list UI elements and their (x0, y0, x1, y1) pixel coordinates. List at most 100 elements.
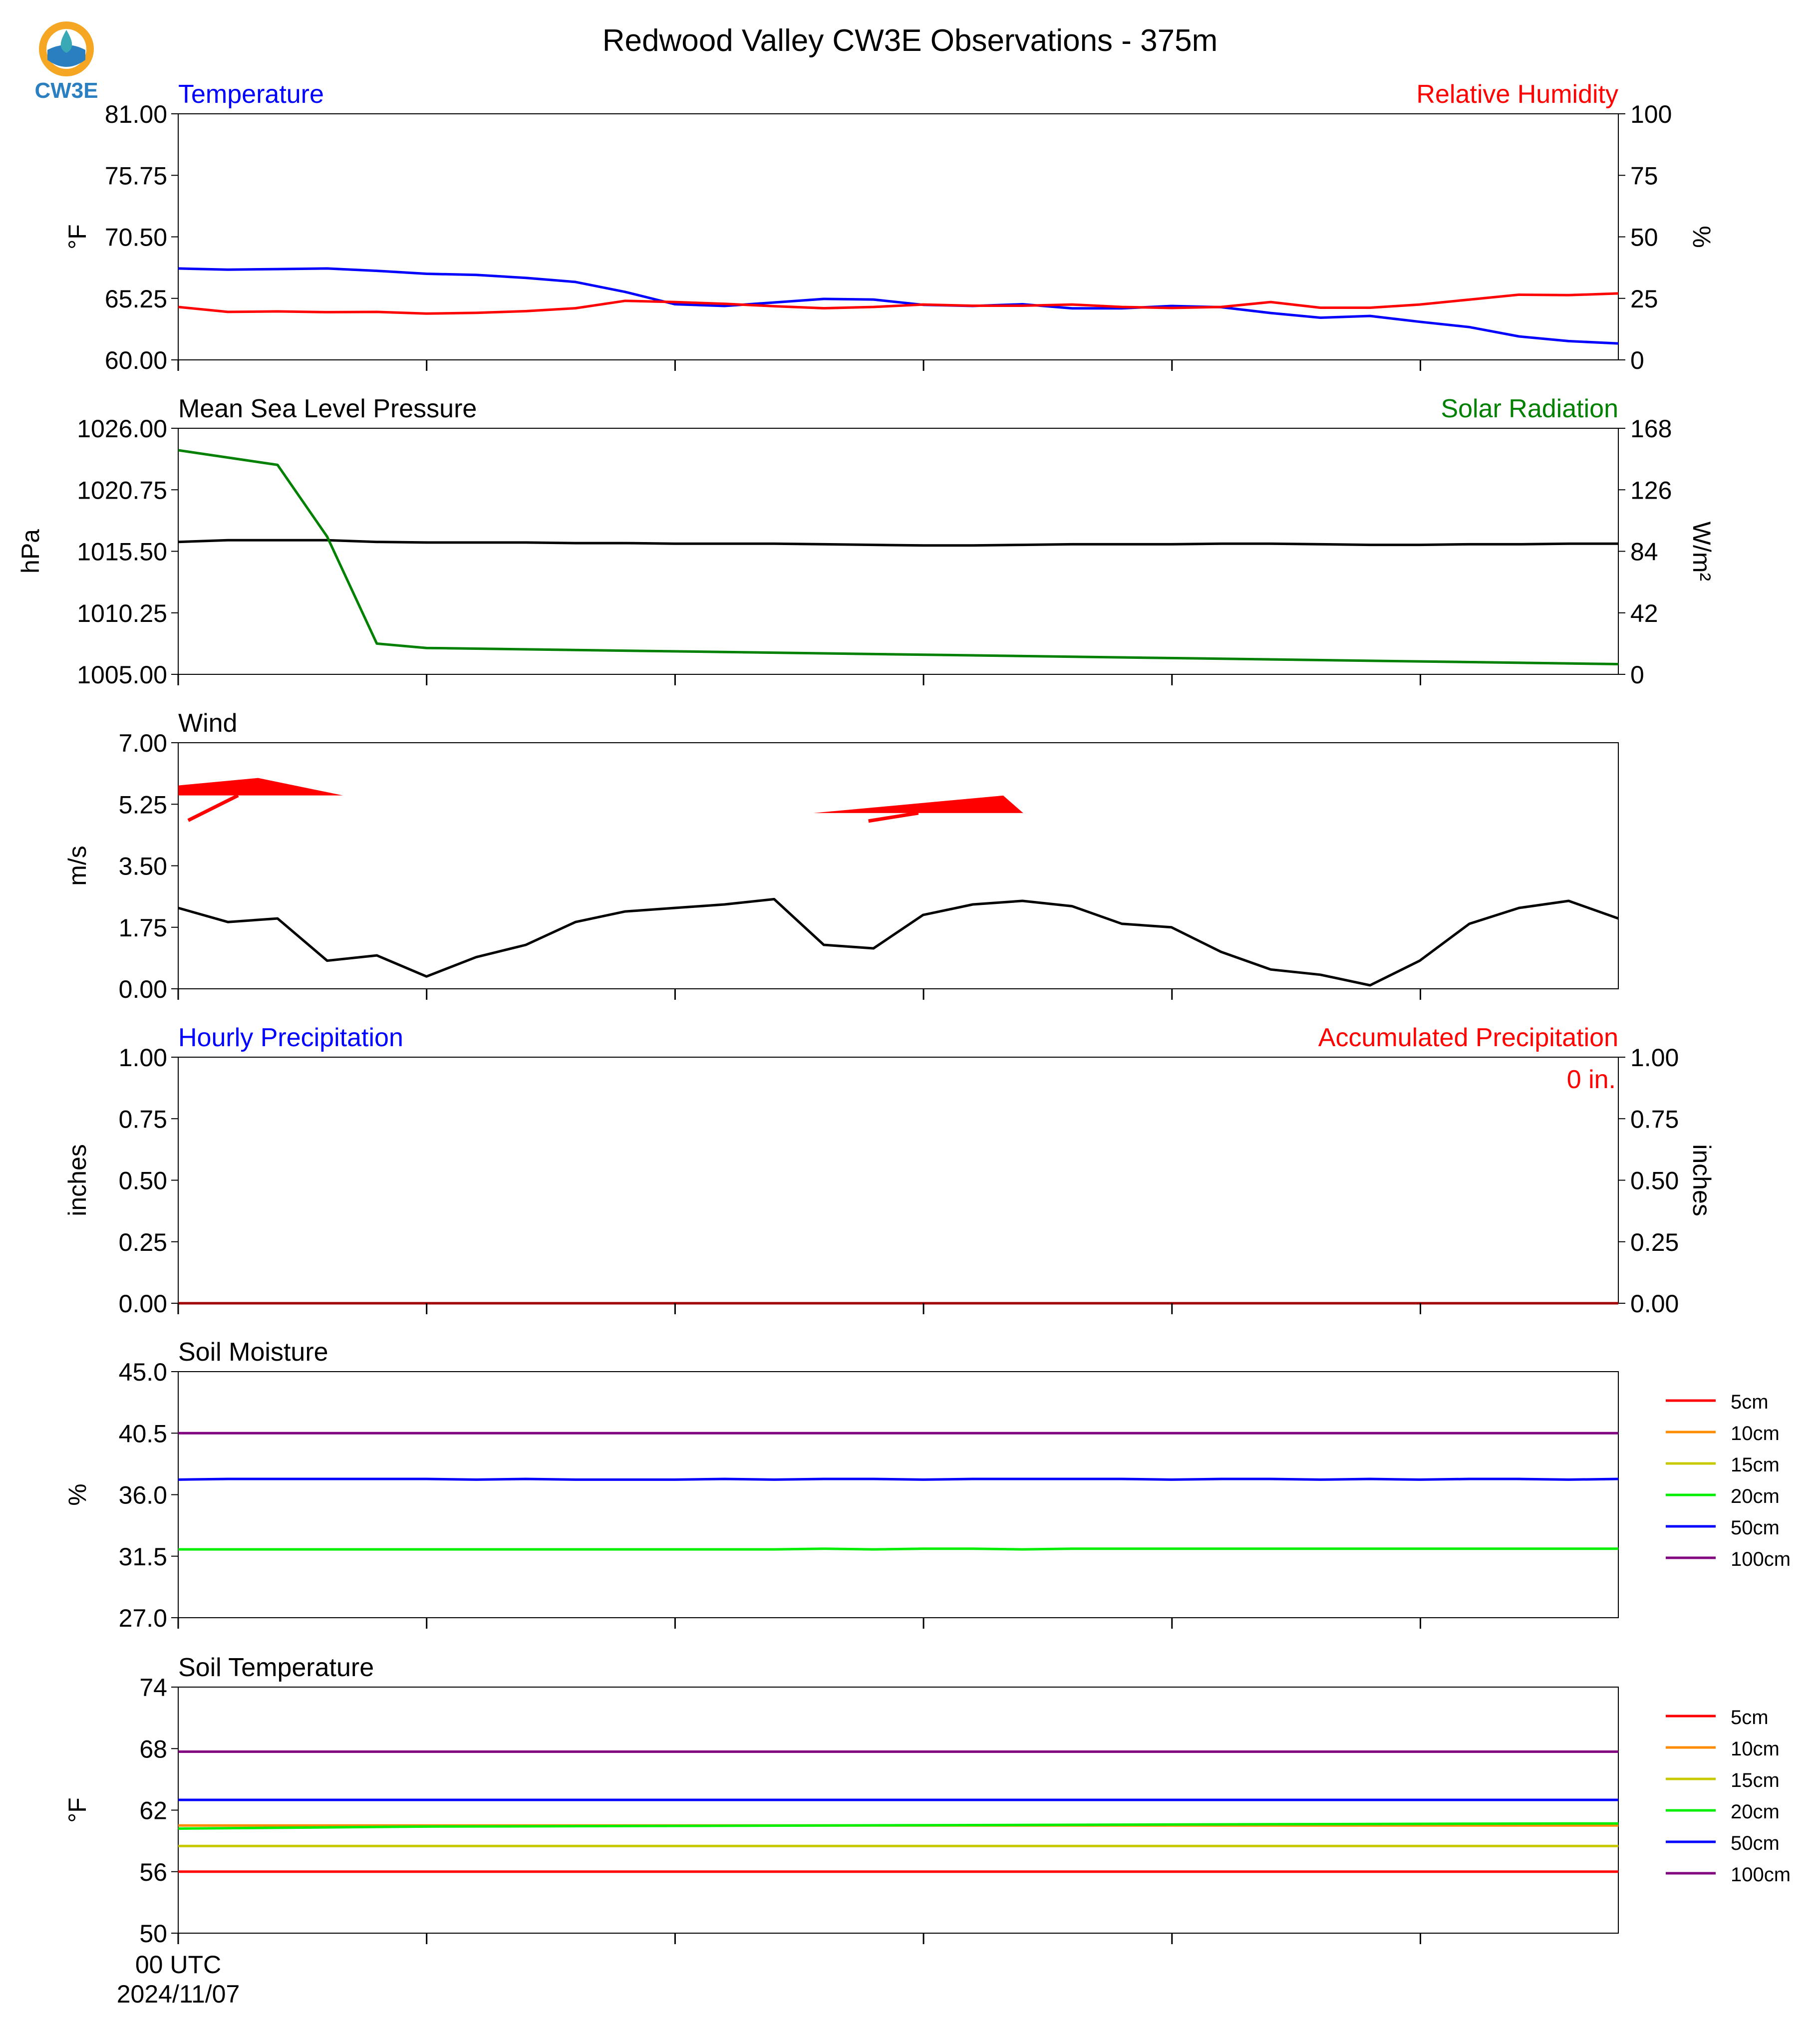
y-tick-label: 40.5 (119, 1420, 167, 1448)
logo-text: CW3E (34, 78, 98, 103)
y-tick-label: 65.25 (105, 285, 167, 313)
panel-title-left: Mean Sea Level Pressure (178, 394, 477, 423)
legend-label: 15cm (1731, 1454, 1780, 1476)
legend-label: 20cm (1731, 1801, 1780, 1823)
y-tick-label-right: 75 (1630, 162, 1658, 190)
y-tick-label-right: 0.25 (1630, 1228, 1679, 1256)
series-line-solar-radiation (178, 449, 1619, 665)
panel-pressure_solar: Mean Sea Level Pressure Solar Radiation 10… (16, 394, 1716, 689)
legend-label: 20cm (1731, 1485, 1780, 1507)
legend-label: 5cm (1731, 1707, 1769, 1729)
accumulated-total-annotation: 0 in. (1567, 1065, 1616, 1094)
y-tick-label-right: 100 (1630, 100, 1672, 128)
panel-soil_temp: Soil Temperature 50 56 62 68 74 °F 5cm 10cm 15cm 2… (63, 1653, 1791, 1948)
y-axis-label: % (63, 1483, 91, 1505)
wind-barb-flag (813, 795, 1023, 813)
y-tick-label: 1026.00 (77, 415, 167, 443)
cw3e-logo: CW3E (34, 21, 98, 103)
y-tick-label-right: 0.00 (1630, 1290, 1679, 1318)
panel-title-left: Soil Temperature (178, 1653, 374, 1682)
y-tick-label: 1005.00 (77, 661, 167, 689)
y-tick-label: 50 (139, 1920, 167, 1948)
legend-label: 10cm (1731, 1423, 1780, 1445)
y-axis-label-right: W/m² (1688, 522, 1716, 581)
panel-title-left: Wind (178, 709, 237, 738)
series-line-temperature (178, 267, 1619, 345)
series-line-20cm (178, 1822, 1618, 1830)
y-tick-label: 0.50 (119, 1167, 167, 1195)
y-axis-label: °F (63, 224, 91, 250)
legend-label: 100cm (1731, 1548, 1791, 1570)
y-tick-label: 45.0 (119, 1358, 167, 1386)
legend-label: 10cm (1731, 1738, 1780, 1760)
y-tick-label: 1.75 (119, 914, 167, 942)
series-line-wind-speed (178, 897, 1619, 987)
y-tick-label-right: 126 (1630, 476, 1672, 504)
legend-label: 100cm (1731, 1864, 1791, 1886)
logo-water (47, 45, 85, 67)
y-axis-label: hPa (16, 529, 44, 574)
legend-label: 50cm (1731, 1832, 1780, 1854)
y-tick-label: 70.50 (105, 224, 167, 252)
y-tick-label: 31.5 (119, 1543, 167, 1571)
y-tick-label-right: 42 (1630, 599, 1658, 627)
y-tick-label: 75.75 (105, 162, 167, 190)
y-axis-label: m/s (63, 846, 91, 886)
y-tick-label: 0.00 (119, 975, 167, 1003)
y-tick-label: 1010.25 (77, 599, 167, 627)
series-line-mean-sea-level-pressure (178, 539, 1618, 547)
panel-soil_moisture: Soil Moisture 27.0 31.5 36.0 40.5 45.0% 5cm 10c… (63, 1338, 1791, 1632)
y-tick-label: 68 (139, 1735, 167, 1763)
legend-label: 50cm (1731, 1517, 1780, 1539)
y-tick-label-right: 168 (1630, 415, 1672, 443)
wind-barb (178, 778, 343, 822)
y-tick-label: 74 (139, 1674, 167, 1702)
logo-drop-icon (60, 30, 72, 53)
wind-barb-feather (868, 811, 919, 823)
wind-barb-feather (187, 794, 239, 822)
y-tick-label-right: 0 (1630, 346, 1644, 374)
y-axis-label-right: % (1688, 226, 1716, 248)
y-tick-label-right: 84 (1630, 538, 1658, 566)
wind-barb (813, 795, 1023, 823)
y-tick-label: 36.0 (119, 1481, 167, 1509)
y-tick-label-right: 0.50 (1630, 1167, 1679, 1195)
y-tick-label: 0.25 (119, 1228, 167, 1256)
panel-title-left: Temperature (178, 80, 324, 109)
y-tick-label-right: 50 (1630, 224, 1658, 252)
panels: Temperature Relative Humidity 60.00 65.25 70… (16, 80, 1791, 1948)
series-line-relative-humidity (178, 292, 1619, 315)
y-tick-label: 1.00 (119, 1044, 167, 1072)
panel-wind: Wind 0.00 1.75 3.50 5.25 7.00 m/s (63, 709, 1619, 1003)
y-tick-label: 62 (139, 1797, 167, 1825)
x-tick-label-start-date: 2024/11/07 (117, 1980, 240, 2008)
y-tick-label-right: 25 (1630, 285, 1658, 313)
panel-title-left: Hourly Precipitation (178, 1023, 403, 1052)
y-tick-label: 3.50 (119, 853, 167, 880)
y-tick-label: 1020.75 (77, 476, 167, 504)
y-tick-label-right: 0 (1630, 661, 1644, 689)
y-tick-label-right: 1.00 (1630, 1044, 1679, 1072)
y-axis-label-right: inches (1688, 1144, 1716, 1216)
panel-title-left: Soil Moisture (178, 1338, 328, 1367)
figure-title: Redwood Valley CW3E Observations - 375m (603, 23, 1218, 58)
legend-label: 5cm (1731, 1391, 1769, 1413)
y-tick-label: 60.00 (105, 346, 167, 374)
panel-precip: Hourly Precipitation Accumulated Precipit… (63, 1023, 1716, 1318)
y-tick-label: 7.00 (119, 729, 167, 757)
y-tick-label: 5.25 (119, 791, 167, 819)
panel-title-right: Solar Radiation (1441, 394, 1618, 423)
panel-temp_rh: Temperature Relative Humidity 60.00 65.25 70… (63, 80, 1716, 374)
y-tick-label: 1015.50 (77, 538, 167, 566)
x-tick-label-start-time: 00 UTC (135, 1951, 221, 1979)
wind-barb-flag (178, 778, 343, 796)
y-tick-label: 0.00 (119, 1290, 167, 1318)
y-tick-label: 56 (139, 1858, 167, 1886)
panel-title-right: Accumulated Precipitation (1318, 1023, 1618, 1052)
legend-label: 15cm (1731, 1769, 1780, 1791)
y-tick-label-right: 0.75 (1630, 1105, 1679, 1133)
panel-title-right: Relative Humidity (1416, 80, 1618, 109)
y-tick-label: 81.00 (105, 100, 167, 128)
